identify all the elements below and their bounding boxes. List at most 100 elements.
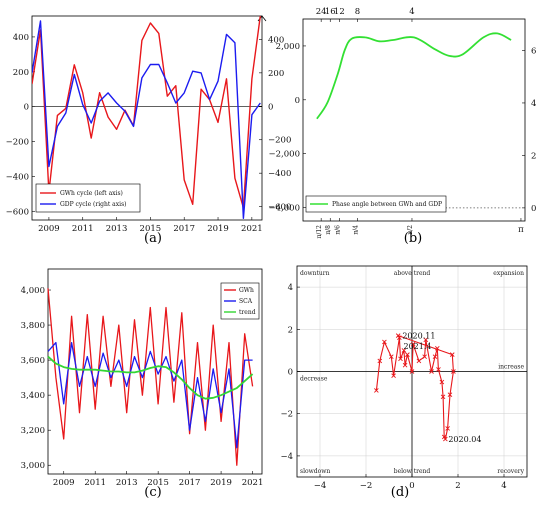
y-tick-label: 2	[288, 325, 293, 335]
x-tick-label: 2009	[38, 224, 60, 234]
x-tick-label: 2021	[241, 224, 263, 234]
data-point-marker	[432, 354, 438, 360]
data-point-marker	[443, 436, 448, 442]
legend-label: GDP cycle (right axis)	[60, 201, 127, 208]
bottom-tick-label: π/8	[325, 225, 332, 235]
data-point-marker	[402, 362, 408, 368]
y-tick-label: 3,600	[21, 356, 45, 366]
data-point-marker	[374, 388, 379, 393]
y-tick-label: 3,400	[21, 391, 45, 401]
x-tick-label: 2017	[179, 478, 201, 488]
quadrant-annotation: below trend	[394, 468, 431, 475]
x-tick-label: 2019	[207, 224, 229, 234]
legend-label: SCA	[239, 298, 253, 305]
data-point-marker	[445, 426, 450, 431]
data-point-marker	[377, 358, 383, 364]
data-point-marker	[449, 352, 455, 357]
data-point-marker	[416, 358, 422, 364]
chart-panel-c: 2009 2011 2013 2015 2017 2019 2021 4,000 3,800 3,…	[21, 268, 264, 488]
y-right-tick-label: 0	[268, 102, 273, 112]
point-label: 2020.04	[448, 435, 481, 444]
data-point-marker	[409, 369, 415, 374]
series-line	[47, 341, 253, 449]
y-left-tick-label: 200	[13, 68, 29, 78]
x-tick-label: 2013	[106, 224, 128, 234]
caption-c: (c)	[144, 485, 161, 500]
data-point-marker	[388, 354, 394, 360]
series-line	[375, 335, 454, 441]
y-left-tick-label: 400	[13, 33, 29, 43]
y-right-tick-label: 6	[531, 46, 536, 56]
series-line	[47, 288, 254, 466]
quadrant-annotation: recovery	[497, 468, 524, 475]
top-tick-label: 12	[334, 7, 345, 17]
x-tick-label: 2019	[210, 478, 232, 488]
data-point-marker	[391, 373, 396, 379]
y-right-tick-label: 200	[268, 69, 284, 79]
x-tick-label: 2009	[53, 478, 75, 488]
data-point-marker	[440, 394, 446, 400]
legend-label: trend	[239, 309, 256, 316]
legend-label: Phase angle between GWh and GDP	[332, 201, 442, 208]
caption-a: (a)	[144, 231, 162, 246]
plot-frame	[31, 15, 263, 221]
data-point-marker	[410, 341, 416, 347]
data-point-marker	[434, 345, 440, 351]
top-tick-label: 16	[325, 7, 336, 17]
bottom-tick-label: π/12	[316, 225, 323, 239]
x-tick-label: 2013	[116, 478, 138, 488]
legend-box	[305, 195, 447, 213]
data-point-marker	[422, 354, 427, 360]
y-right-tick-label: 400	[268, 35, 284, 45]
data-point-marker	[429, 369, 434, 374]
y-left-tick-label: 2,000	[276, 42, 300, 52]
y-left-tick-label: 0	[295, 96, 300, 106]
y-tick-label: 3,800	[21, 321, 45, 331]
y-tick-label: 3,200	[21, 426, 45, 436]
y-tick-label: 0	[288, 368, 293, 378]
bottom-tick-label: π/6	[334, 225, 341, 235]
x-tick-label: 2011	[72, 224, 94, 234]
y-left-tick-label: −400	[6, 172, 29, 182]
y-right-tick-label: 4	[531, 99, 536, 109]
top-tick-label: 24	[316, 7, 327, 17]
quadrant-annotation: increase	[498, 364, 524, 371]
quadrant-annotation: slowdown	[300, 468, 330, 475]
top-tick-label: 8	[355, 7, 360, 17]
legend-box	[35, 183, 141, 213]
quadrant-annotation: downturn	[300, 270, 330, 277]
data-point-marker	[382, 339, 387, 345]
legend-label: GWh	[239, 287, 254, 294]
x-tick-label: 2017	[173, 224, 195, 234]
plot-frame	[302, 18, 526, 222]
data-point-marker	[398, 356, 403, 362]
x-tick-label: 2021	[242, 478, 264, 488]
y-right-tick-label: 0	[531, 204, 536, 214]
y-right-tick-label: −600	[268, 203, 291, 213]
series-line	[32, 16, 261, 209]
x-tick-label: −4	[314, 481, 327, 491]
y-left-tick-label: −4,000	[269, 204, 300, 214]
x-tick-label: 2015	[147, 478, 169, 488]
x-tick-label: 2011	[84, 478, 106, 488]
quadrant-annotation: decrease	[300, 376, 328, 383]
y-tick-label: −4	[280, 452, 293, 462]
x-tick-label: −2	[360, 481, 373, 491]
series-line	[316, 32, 512, 120]
x-tick-label: 2	[455, 481, 460, 491]
y-tick-label: 4	[288, 283, 293, 293]
data-point-marker	[436, 367, 441, 372]
y-tick-label: −2	[280, 410, 293, 420]
data-point-marker	[405, 352, 410, 357]
data-point-marker	[451, 369, 456, 374]
x-tick-label: 0	[409, 481, 414, 491]
series-line	[32, 20, 261, 219]
bottom-tick-label: π	[518, 225, 524, 235]
bottom-tick-label: π/2	[407, 225, 414, 235]
caption-d: (d)	[391, 485, 409, 500]
data-point-marker	[401, 348, 407, 353]
y-left-tick-label: −2,000	[269, 150, 300, 160]
y-left-tick-label: −200	[6, 138, 29, 148]
